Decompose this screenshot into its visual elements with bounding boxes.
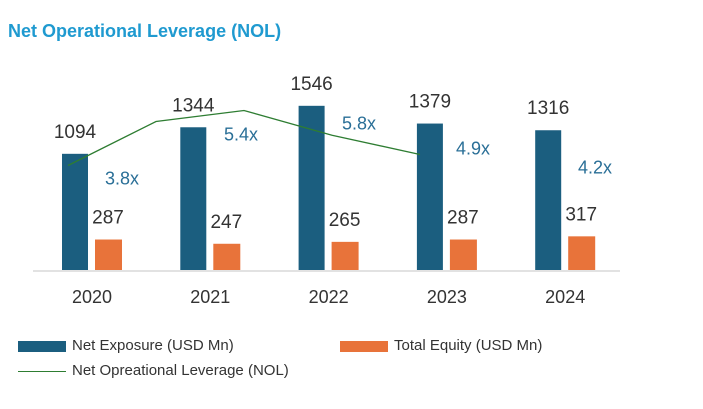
x-tick-label-2022: 2022 <box>309 287 349 307</box>
data-label-total-equity-2023: 287 <box>447 208 479 229</box>
bar-total-equity-2023 <box>449 239 477 270</box>
legend-swatch-nol <box>18 371 66 372</box>
data-label-nol-2023: 4.9x <box>456 138 490 158</box>
data-label-nol-2021: 5.4x <box>224 125 258 145</box>
data-label-nol-2024: 4.2x <box>578 158 612 178</box>
data-label-nol-2020: 3.8x <box>105 169 139 189</box>
bar-net-exposure-2024 <box>535 130 562 270</box>
bar-total-equity-2020 <box>95 239 122 270</box>
bar-net-exposure-2023 <box>416 123 443 270</box>
legend-label-net-exposure: Net Exposure (USD Mn) <box>72 337 234 354</box>
bar-total-equity-2021 <box>213 243 241 270</box>
x-tick-label-2024: 2024 <box>545 287 585 307</box>
bar-net-exposure-2020 <box>62 153 88 270</box>
legend-swatch-total-equity <box>340 341 388 352</box>
legend-label-total-equity: Total Equity (USD Mn) <box>394 337 543 354</box>
legend-label-nol: Net Opreational Leverage (NOL) <box>72 362 289 379</box>
x-tick-label-2021: 2021 <box>190 287 230 307</box>
data-label-total-equity-2022: 265 <box>329 210 361 231</box>
x-tick-label-2020: 2020 <box>72 287 112 307</box>
data-label-net-exposure-2021: 1344 <box>172 95 215 116</box>
x-tick-label-2023: 2023 <box>427 287 467 307</box>
data-label-net-exposure-2022: 1546 <box>290 74 332 95</box>
bar-total-equity-2024 <box>568 236 596 270</box>
data-label-nol-2022: 5.8x <box>342 114 376 134</box>
data-label-total-equity-2021: 247 <box>210 212 242 233</box>
line-nol <box>67 109 421 167</box>
bar-total-equity-2022 <box>331 241 359 270</box>
legend-swatch-net-exposure <box>18 341 66 352</box>
bar-net-exposure-2022 <box>298 105 325 271</box>
bar-net-exposure-2021 <box>180 127 207 270</box>
data-label-net-exposure-2023: 1379 <box>409 92 451 113</box>
data-label-total-equity-2020: 287 <box>92 208 124 229</box>
data-label-net-exposure-2020: 1094 <box>54 122 97 143</box>
chart-title: Net Operational Leverage (NOL) <box>8 21 282 41</box>
data-label-total-equity-2024: 317 <box>565 204 597 225</box>
data-label-net-exposure-2024: 1316 <box>527 98 569 119</box>
